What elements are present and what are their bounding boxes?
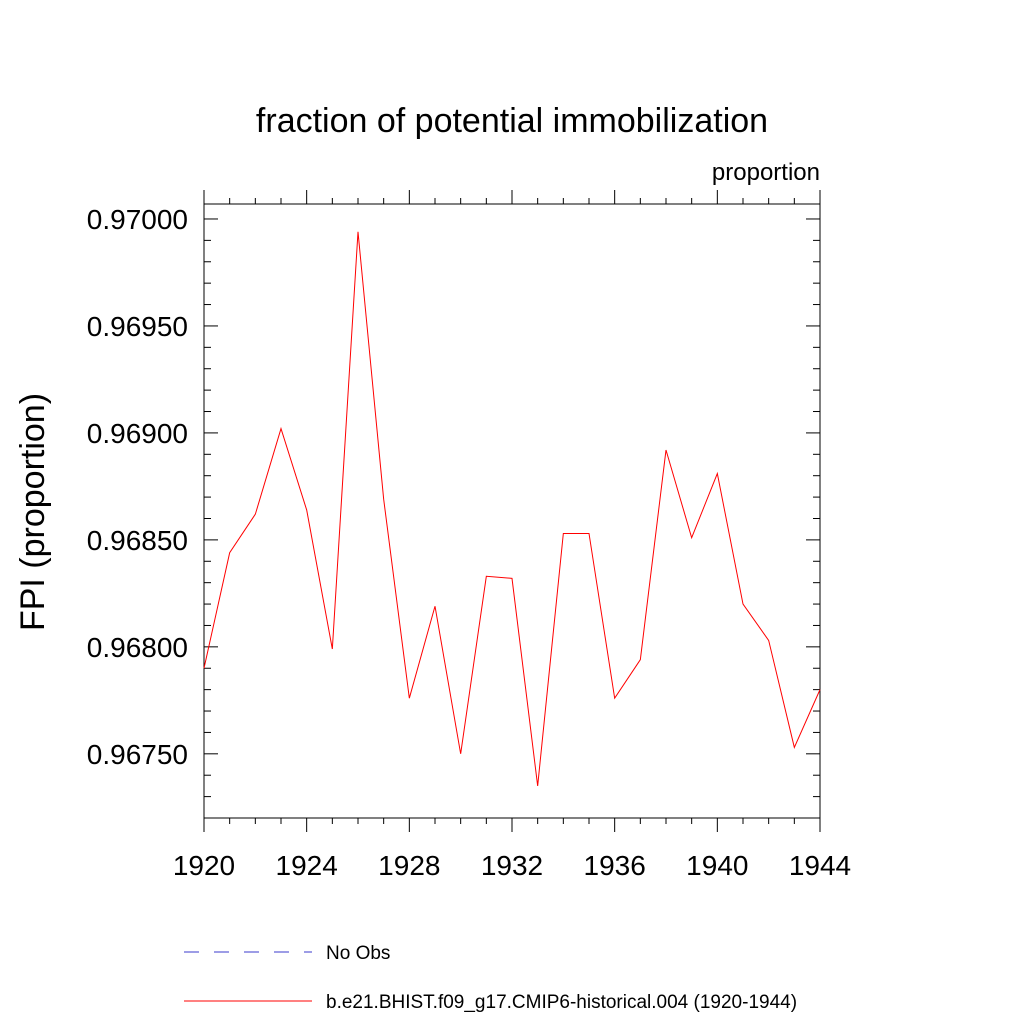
x-tick-label: 1924 [276,850,338,881]
x-tick-label: 1932 [481,850,543,881]
series-line [203,231,821,786]
series-layer [203,231,821,786]
x-tick-label: 1920 [173,850,235,881]
y-tick-label: 0.96800 [87,632,188,663]
y-axis-label: FPI (proportion) [14,393,52,631]
chart-title: fraction of potential immobilization [256,102,768,140]
legend-label: b.e21.BHIST.f09_g17.CMIP6-historical.004… [326,992,797,1013]
x-tick-label: 1940 [686,850,748,881]
x-tick-label: 1944 [789,850,851,881]
legend: No Obs b.e21.BHIST.f09_g17.CMIP6-historic… [184,943,797,1013]
plot-frame [203,203,821,819]
y-tick-label: 0.96750 [87,739,188,770]
legend-label: No Obs [326,943,390,964]
x-tick-label: 1928 [378,850,440,881]
y-tick-label: 0.97000 [87,204,188,235]
axis-ticks [203,190,821,832]
y-tick-label: 0.96900 [87,418,188,449]
axis-tick-labels: 1920 1924 1928 1932 1936 1940 1944 0.96750 0.968… [87,204,851,881]
x-tick-label: 1936 [584,850,646,881]
y-tick-label: 0.96950 [87,311,188,342]
units-label: proportion [712,159,820,186]
y-tick-label: 0.96850 [87,525,188,556]
